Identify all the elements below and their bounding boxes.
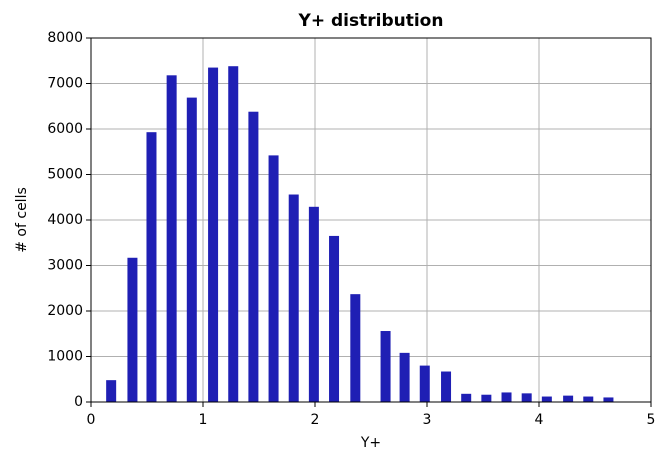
y-tick-label: 1000 xyxy=(47,349,83,365)
x-tick-label: 4 xyxy=(535,412,544,428)
x-tick-label: 2 xyxy=(311,412,320,428)
bar xyxy=(441,371,452,402)
y-tick-label: 7000 xyxy=(47,76,83,92)
bar xyxy=(186,97,197,402)
bar xyxy=(228,66,239,403)
bar xyxy=(461,393,472,402)
bar xyxy=(166,75,177,402)
y-tick-label: 2000 xyxy=(47,303,83,319)
y-tick-label: 3000 xyxy=(47,258,83,274)
bar xyxy=(268,155,279,402)
bar xyxy=(350,294,361,402)
bar xyxy=(563,395,574,402)
bar xyxy=(399,352,410,402)
y-tick-label: 0 xyxy=(74,394,83,410)
bar xyxy=(106,380,117,402)
bar xyxy=(521,393,532,402)
bar xyxy=(380,331,391,402)
bar xyxy=(308,206,319,402)
y-tick-label: 4000 xyxy=(47,212,83,228)
x-tick-label: 1 xyxy=(199,412,208,428)
plot-frame xyxy=(90,37,652,403)
bar xyxy=(603,397,614,402)
bar xyxy=(501,392,512,402)
x-tick-label: 0 xyxy=(87,412,96,428)
bar xyxy=(288,194,299,402)
bar xyxy=(248,111,259,403)
x-axis-label: Y+ xyxy=(360,435,381,451)
y-tick-label: 5000 xyxy=(47,167,83,183)
bar xyxy=(481,394,492,402)
chart-title: Y+ distribution xyxy=(298,11,444,31)
bar xyxy=(329,235,340,402)
bar xyxy=(419,365,430,402)
y-tick-label: 6000 xyxy=(47,121,83,137)
bar xyxy=(541,396,552,402)
bar xyxy=(583,396,594,402)
y-axis-label: # of cells xyxy=(14,187,30,253)
y-tick-label: 8000 xyxy=(47,30,83,46)
bar xyxy=(208,67,219,402)
x-tick-label: 5 xyxy=(647,412,656,428)
bar xyxy=(146,132,157,402)
x-tick-label: 3 xyxy=(423,412,432,428)
bar xyxy=(127,257,138,402)
